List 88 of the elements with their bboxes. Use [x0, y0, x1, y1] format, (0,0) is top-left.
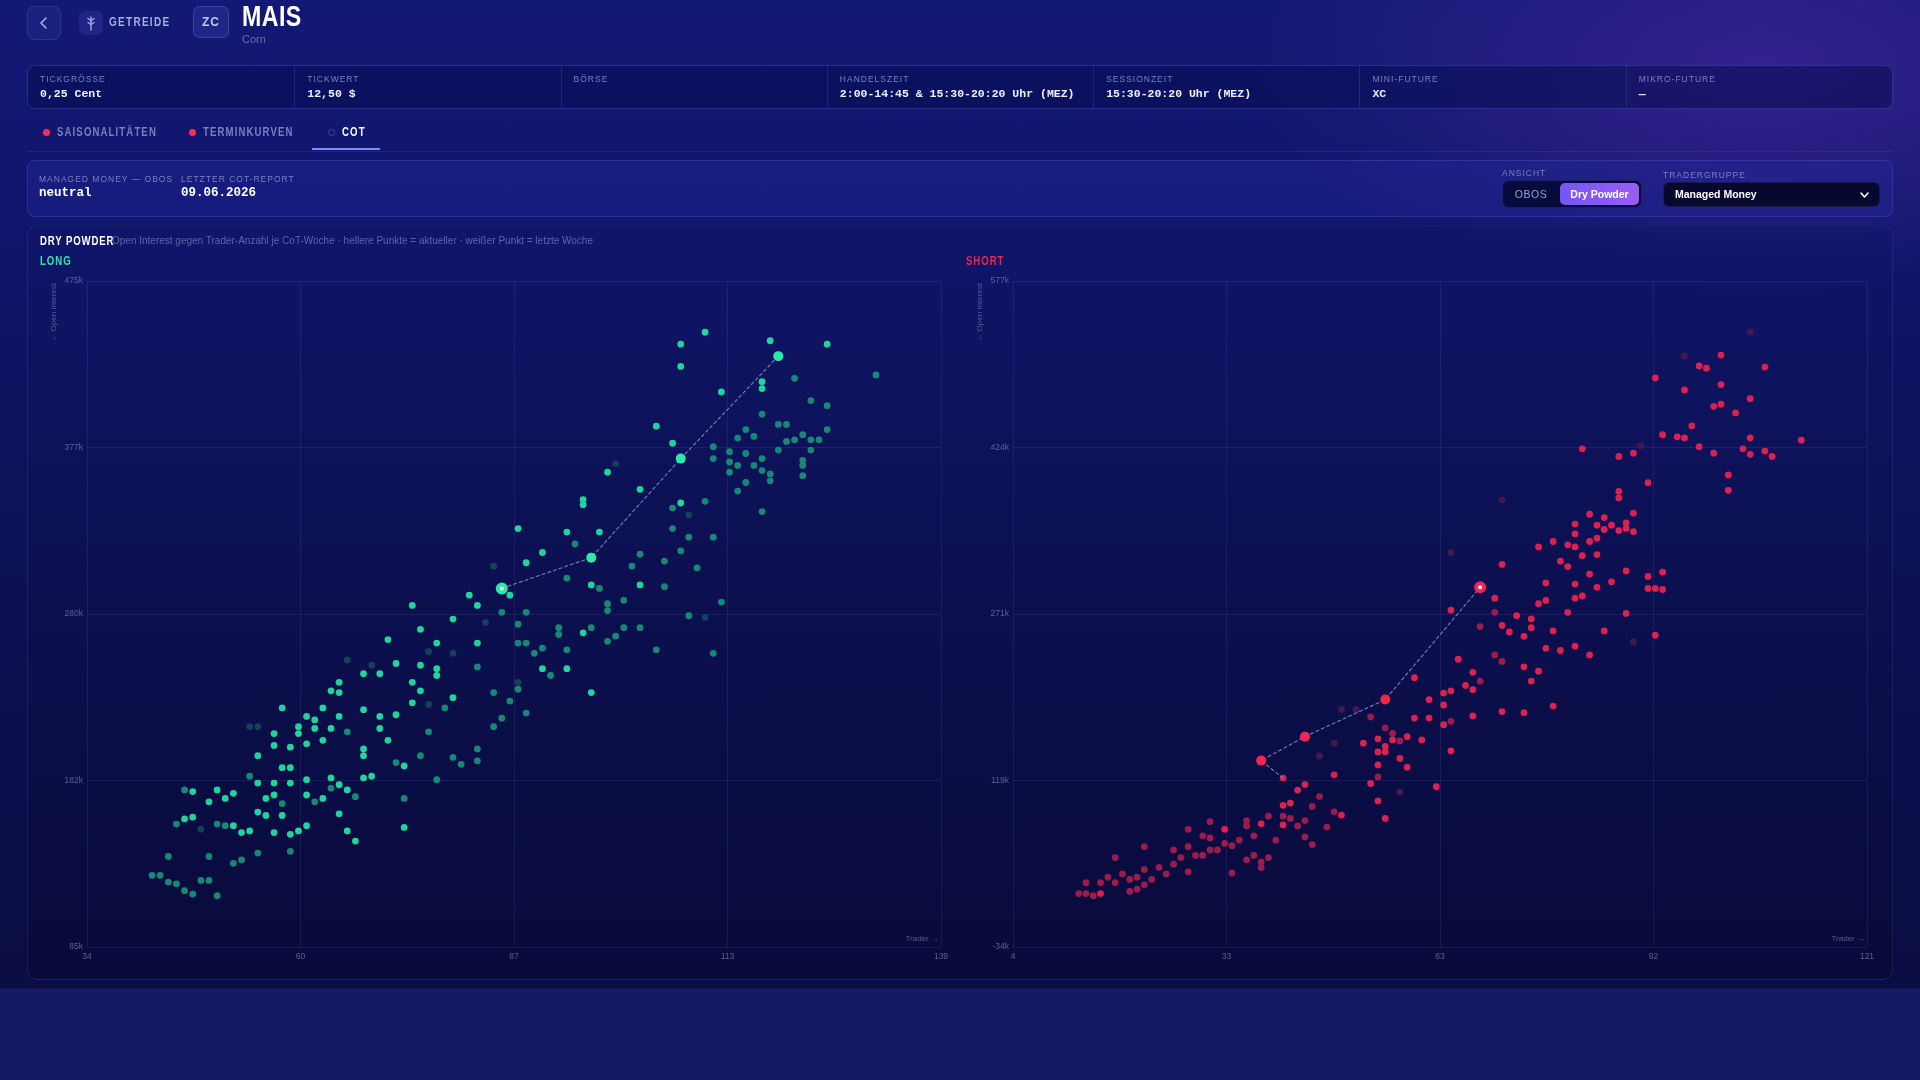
- text: COT: [342, 125, 366, 139]
- x-tick-label: 33: [1221, 951, 1232, 962]
- point: [197, 825, 205, 833]
- text: MIKRO-FUTURE: [1638, 74, 1716, 84]
- x-tick-label: 113: [720, 951, 735, 962]
- text: ZC: [193, 6, 229, 38]
- x-tick-label: 87: [509, 951, 519, 962]
- y-tick-label: 475k: [64, 275, 84, 286]
- y-tick-label: 577k: [990, 275, 1010, 286]
- point: [368, 661, 376, 669]
- point: [1474, 581, 1487, 594]
- point: [449, 649, 457, 657]
- text: XC: [1372, 87, 1387, 101]
- point: [254, 723, 262, 731]
- text: 12,50 $: [307, 87, 356, 101]
- text: 09.06.2026: [181, 186, 257, 201]
- x-tick-label: 121: [1859, 951, 1875, 962]
- point: [1330, 739, 1338, 747]
- text: MANAGED MONEY — OBOS: [39, 174, 174, 184]
- point: [425, 701, 432, 708]
- text: TRADERGRUPPE: [1663, 170, 1746, 180]
- y-axis-title: ← Open Interest: [975, 282, 985, 342]
- y-tick-label: 377k: [64, 441, 84, 452]
- x-axis-title: Trader →: [1831, 934, 1865, 944]
- text: TERMINKURVEN: [203, 125, 294, 139]
- dropdown: Managed Money: [1663, 182, 1880, 207]
- point: [1447, 549, 1455, 556]
- y-tick-label: 85k: [69, 941, 84, 952]
- x-tick-label: 92: [1648, 951, 1659, 962]
- point: [482, 619, 489, 626]
- x-tick-label: 139: [933, 951, 949, 962]
- text: Corn: [242, 33, 266, 46]
- text: SAISONALITÄTEN: [57, 125, 157, 139]
- text: TICKWERT: [307, 74, 360, 84]
- text: —: [1638, 87, 1646, 101]
- point: [685, 511, 693, 519]
- point: [675, 453, 686, 464]
- text: neutral: [39, 186, 92, 201]
- point: [1316, 752, 1323, 760]
- point: [1380, 694, 1391, 705]
- y-tick-label: -34k: [992, 941, 1010, 952]
- point: [1746, 328, 1754, 336]
- y-tick-label: 119k: [991, 774, 1010, 785]
- text: MINI-FUTURE: [1372, 74, 1439, 84]
- text: 15:30-20:20 Uhr (MEZ): [1106, 87, 1252, 101]
- point: [1338, 705, 1345, 713]
- text: HANDELSZEIT: [839, 74, 910, 84]
- point: [1630, 638, 1637, 646]
- y-tick-label: 182k: [64, 774, 84, 785]
- point: [343, 656, 351, 664]
- x-tick-label: 60: [295, 951, 306, 962]
- text: SESSIONZEIT: [1106, 74, 1174, 84]
- text: LETZTER COT-REPORT: [181, 174, 295, 184]
- point: [612, 460, 620, 468]
- point: [586, 552, 597, 563]
- y-tick-label: 280k: [64, 608, 84, 619]
- point: [490, 562, 498, 570]
- point: [495, 582, 508, 595]
- point: [1498, 496, 1506, 504]
- point: [1396, 788, 1404, 796]
- text: MAIS: [242, 0, 302, 32]
- text: Open Interest gegen Trader-Anzahl je CoT-Woche · hellere Punkte = aktueller · weißer Punkt = letzte Woche: [112, 235, 593, 247]
- point: [1637, 442, 1645, 449]
- chart-title: SHORT: [966, 254, 1005, 268]
- text: GETREIDE: [109, 15, 171, 30]
- point: [701, 614, 709, 621]
- y-tick-label: 271k: [990, 608, 1010, 619]
- view-toggle: OBOS Dry Powder: [1502, 180, 1642, 208]
- point: [1352, 705, 1360, 713]
- x-tick-label: 4: [1010, 951, 1016, 962]
- point: [1681, 352, 1688, 360]
- text: 0,25 Cent: [40, 87, 103, 101]
- point: [514, 678, 522, 686]
- x-tick-label: 34: [82, 951, 92, 962]
- text: 2:00-14:45 & 15:30-20:20 Uhr (MEZ): [839, 87, 1075, 101]
- point: [773, 351, 784, 362]
- text: TICKGRÖSSE: [40, 74, 106, 84]
- text: ANSICHT: [1502, 168, 1547, 178]
- y-axis-title: ← Open Interest: [49, 282, 59, 342]
- point: [1256, 755, 1267, 766]
- point: [1299, 731, 1310, 742]
- x-tick-label: 63: [1435, 951, 1445, 962]
- y-tick-label: 424k: [990, 441, 1010, 452]
- point: [425, 648, 432, 655]
- text: BÖRSE: [573, 74, 609, 84]
- chart-title: LONG: [40, 254, 72, 268]
- x-axis-title: Trader →: [905, 934, 939, 944]
- point: [246, 723, 254, 731]
